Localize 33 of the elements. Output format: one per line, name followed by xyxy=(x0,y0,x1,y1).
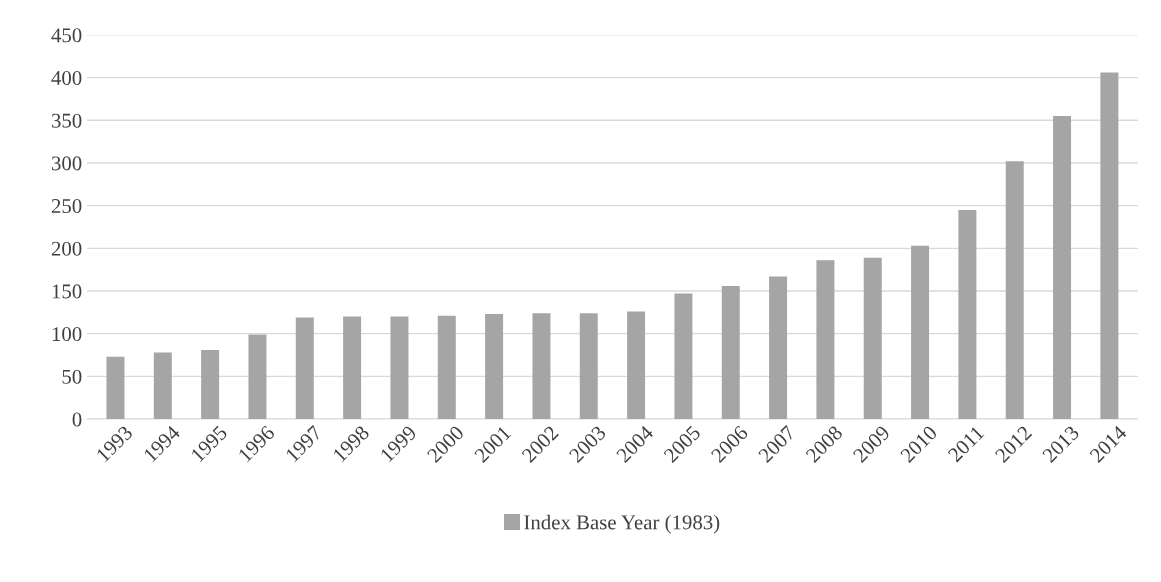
y-tick-label: 200 xyxy=(51,241,82,256)
legend-label: Index Base Year (1983) xyxy=(524,514,720,534)
bar xyxy=(1053,116,1072,420)
bar xyxy=(1100,72,1119,420)
bar xyxy=(911,245,930,420)
bar xyxy=(721,285,740,420)
bar xyxy=(248,334,267,420)
y-tick-label: 100 xyxy=(52,327,82,342)
bar xyxy=(627,311,646,420)
y-tick-label: 350 xyxy=(51,113,82,128)
bar xyxy=(485,314,504,420)
bar xyxy=(437,315,456,420)
bar xyxy=(532,313,551,420)
y-tick-label: 0 xyxy=(72,412,82,427)
bar xyxy=(579,313,598,420)
y-tick-label: 300 xyxy=(51,156,82,171)
bar xyxy=(201,349,220,420)
bar xyxy=(769,276,788,420)
y-tick-label: 50 xyxy=(62,369,82,384)
y-tick-label: 450 xyxy=(51,28,82,43)
bar xyxy=(674,293,693,420)
bar xyxy=(106,356,125,420)
bar xyxy=(958,209,977,420)
y-tick-label: 400 xyxy=(51,70,82,86)
bar xyxy=(295,317,314,420)
y-tick-label: 250 xyxy=(51,199,82,214)
bar xyxy=(863,257,882,420)
bar xyxy=(1005,161,1024,420)
bar xyxy=(153,352,172,420)
bar xyxy=(816,260,835,420)
y-tick-label: 150 xyxy=(52,284,82,299)
bar xyxy=(390,316,409,420)
bar xyxy=(343,316,362,420)
